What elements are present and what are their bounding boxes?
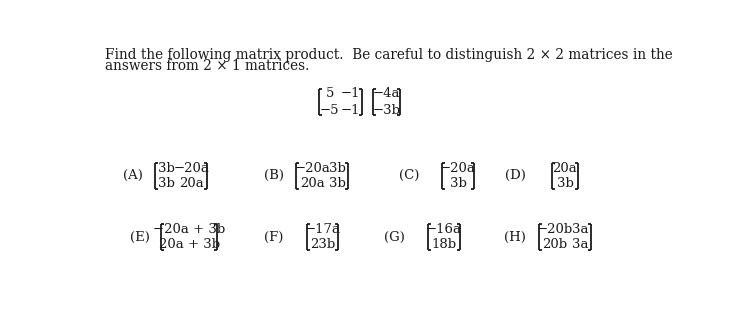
Text: (H): (H) <box>504 231 526 244</box>
Text: −20a: −20a <box>173 162 209 175</box>
Text: −20a: −20a <box>440 162 476 175</box>
Text: answers from 2 × 1 matrices.: answers from 2 × 1 matrices. <box>105 60 310 73</box>
Text: 23b: 23b <box>310 239 335 251</box>
Text: 3b: 3b <box>449 177 466 190</box>
Text: −5: −5 <box>320 104 340 117</box>
Text: 5: 5 <box>326 87 334 100</box>
Text: (E): (E) <box>130 231 150 244</box>
Text: −17a: −17a <box>304 223 340 236</box>
Text: (F): (F) <box>264 231 284 244</box>
Text: −1: −1 <box>341 87 361 100</box>
Text: 3a: 3a <box>572 239 588 251</box>
Text: 3b: 3b <box>329 162 346 175</box>
Text: −4a: −4a <box>373 87 400 100</box>
Text: −3b: −3b <box>373 104 400 117</box>
Text: 3b: 3b <box>158 177 175 190</box>
Text: (C): (C) <box>399 169 419 182</box>
Text: 20a: 20a <box>300 177 325 190</box>
Text: 3a: 3a <box>572 223 588 236</box>
Text: (D): (D) <box>506 169 526 182</box>
Text: −1: −1 <box>341 104 361 117</box>
Text: 20a: 20a <box>179 177 204 190</box>
Text: 20a: 20a <box>553 162 578 175</box>
Text: 3b: 3b <box>158 162 175 175</box>
Text: Find the following matrix product.  Be careful to distinguish 2 × 2 matrices in : Find the following matrix product. Be ca… <box>105 48 674 62</box>
Text: 3b: 3b <box>329 177 346 190</box>
Text: −20b: −20b <box>536 223 573 236</box>
Text: 3b: 3b <box>556 177 574 190</box>
Text: 18b: 18b <box>431 239 457 251</box>
Text: −20a: −20a <box>294 162 330 175</box>
Text: −20a + 3b: −20a + 3b <box>153 223 225 236</box>
Text: (G): (G) <box>385 231 405 244</box>
Text: (A): (A) <box>123 169 142 182</box>
Text: 20b: 20b <box>542 239 567 251</box>
Text: 20a + 3b: 20a + 3b <box>158 239 220 251</box>
Text: −16a: −16a <box>426 223 462 236</box>
Text: (B): (B) <box>264 169 284 182</box>
